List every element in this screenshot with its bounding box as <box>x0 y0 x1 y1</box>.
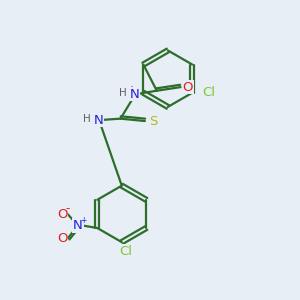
Text: N: N <box>73 219 83 232</box>
Text: H: H <box>119 88 127 98</box>
Text: -: - <box>66 202 70 215</box>
Text: I: I <box>130 85 134 98</box>
Text: Cl: Cl <box>120 244 133 258</box>
Text: +: + <box>80 216 86 225</box>
Text: S: S <box>149 115 158 128</box>
Text: O: O <box>57 232 68 244</box>
Text: O: O <box>183 81 193 94</box>
Text: Cl: Cl <box>202 86 215 99</box>
Text: O: O <box>57 208 68 221</box>
Text: H: H <box>83 114 91 124</box>
Text: N: N <box>94 114 103 127</box>
Text: N: N <box>130 88 140 101</box>
